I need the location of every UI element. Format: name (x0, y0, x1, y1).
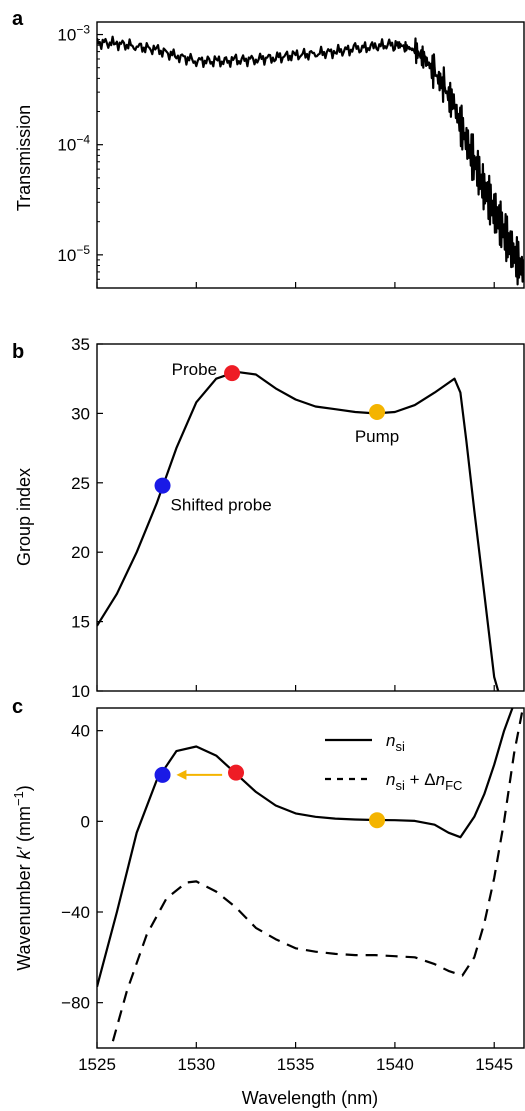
panel-b-marker-shifted-probe (154, 477, 171, 494)
panel-c-ytick-label: 0 (81, 812, 90, 831)
panel-b-series-solid-line (97, 370, 500, 691)
panel-c-xtick-label: 1530 (177, 1055, 215, 1074)
panel-c-ytick-label: 40 (71, 722, 90, 741)
panel-letter-b: b (12, 341, 24, 363)
panel-c-xtick-label: 1545 (475, 1055, 513, 1074)
legend-label-dashed: nsi + ΔnFC (386, 770, 462, 793)
panel-a-ytick-label: 10−5 (57, 243, 90, 265)
panel-a-ytick-label: 10−3 (57, 23, 90, 45)
panel-c-xtick-label: 1540 (376, 1055, 414, 1074)
panel-b-marker-probe (224, 365, 241, 382)
panel-c-marker (369, 812, 386, 829)
panel-a-frame (96, 21, 525, 289)
panel-c-marker (154, 766, 171, 783)
panel-c-xtick-label: 1525 (78, 1055, 116, 1074)
panel-b-ytick-label: 20 (71, 543, 90, 562)
legend-label-solid: nsi (386, 731, 405, 754)
panel-b-ytick-label: 10 (71, 682, 90, 701)
panel-b-annotation-probe: Probe (172, 360, 217, 379)
panel-b-annotation-pump: Pump (355, 427, 399, 446)
panel-b-plot: 10 15 20 25 30 35 Probe Pump Shifted probe (71, 335, 500, 701)
panel-b-ytick-label: 25 (71, 474, 90, 493)
panel-a-series-solid-line (97, 35, 524, 286)
panel-a-plot: 10−5 10−4 10−3 (57, 23, 524, 288)
panel-c-xtick-label: 1535 (277, 1055, 315, 1074)
panel-c-shift-arrow-head (176, 769, 187, 780)
panel-letter-c: c (12, 696, 23, 718)
panel-a-ylabel: Transmission (14, 105, 34, 211)
panel-c-plot: 1525 1530 1535 1540 1545 −80 −40 0 40 nsi nsi + Δn… (61, 708, 524, 1074)
panel-b-ytick-label: 35 (71, 335, 90, 354)
panel-c-ylabel: Wavenumber k′ (mm−1) (11, 785, 34, 971)
panel-b-ytick-label: 30 (71, 404, 90, 423)
panel-b-marker-pump (369, 404, 386, 421)
panel-c-xlabel: Wavelength (nm) (242, 1088, 378, 1108)
panel-c-ytick-label: −80 (61, 994, 90, 1013)
panel-c-series-solid-line (97, 708, 514, 988)
panel-b-frame (96, 343, 525, 692)
panel-letter-a: a (12, 8, 24, 30)
panel-c-ytick-label: −40 (61, 903, 90, 922)
panel-b-annotation-shifted-probe: Shifted probe (171, 496, 272, 515)
panel-a-ytick-label: 10−4 (57, 133, 90, 155)
panel-c-series-dashed-line (111, 712, 524, 1042)
panel-b-ylabel: Group index (14, 468, 34, 566)
panel-c-marker (228, 764, 245, 781)
panel-b-ytick-label: 15 (71, 613, 90, 632)
panel-c-frame (96, 707, 525, 1049)
